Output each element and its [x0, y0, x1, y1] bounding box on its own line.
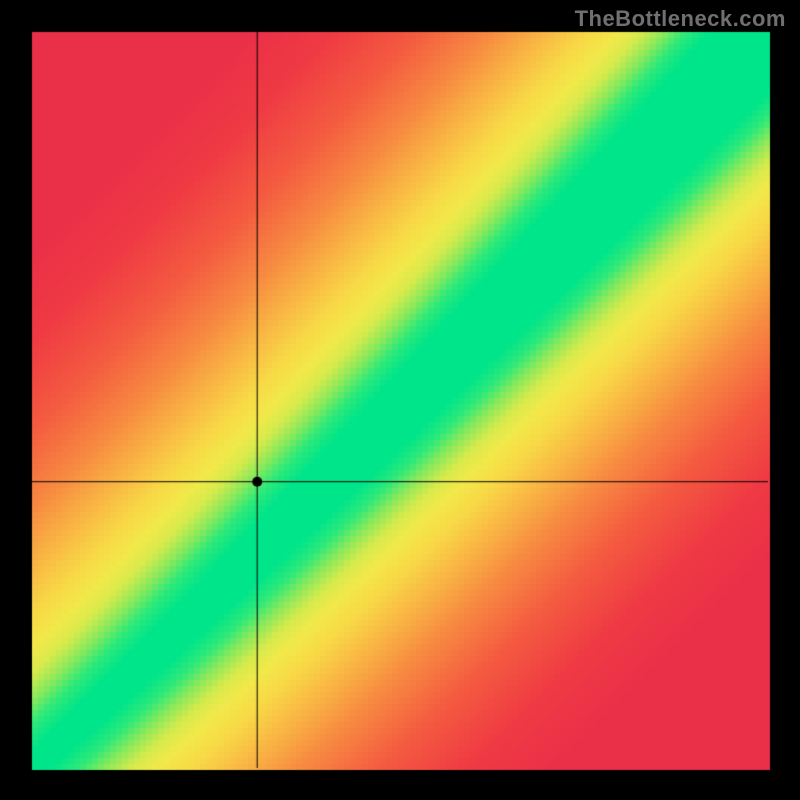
chart-frame: TheBottleneck.com	[0, 0, 800, 800]
bottleneck-heatmap	[0, 0, 800, 800]
watermark-text: TheBottleneck.com	[575, 6, 786, 32]
